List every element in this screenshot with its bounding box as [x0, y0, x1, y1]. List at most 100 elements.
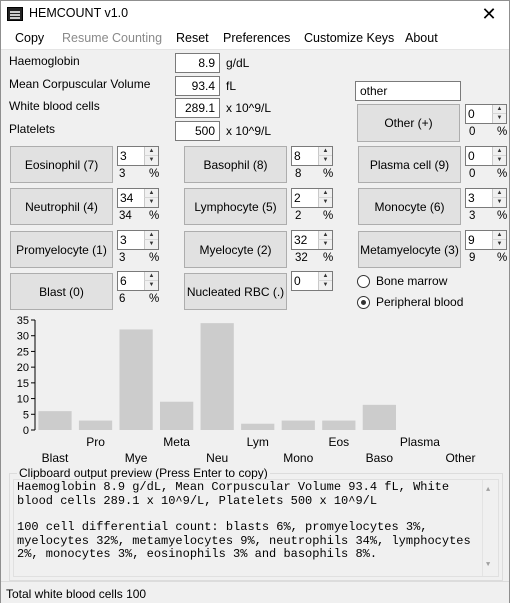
spinner-up-icon[interactable]: ▲ — [144, 272, 158, 281]
nucleated-rbc-spinner[interactable]: 0 ▲ ▼ — [291, 271, 333, 291]
spinner-down-icon[interactable]: ▼ — [144, 198, 158, 207]
bar-mye — [119, 329, 153, 430]
spinner-down-icon[interactable]: ▼ — [318, 156, 332, 165]
nucleated-rbc-button[interactable]: Nucleated RBC (.) — [184, 273, 287, 310]
x-tick-label-lym: Lym — [247, 435, 269, 449]
metamyelocyte-spinner[interactable]: 9 ▲ ▼ — [465, 230, 507, 250]
myelocyte-button[interactable]: Myelocyte (2) — [184, 231, 287, 268]
lymphocyte-spinner[interactable]: 2 ▲ ▼ — [291, 188, 333, 208]
spinner-up-icon[interactable]: ▲ — [492, 147, 506, 156]
spinner-up-icon[interactable]: ▲ — [492, 231, 506, 240]
spinner-up-icon[interactable]: ▲ — [492, 189, 506, 198]
spinner-down-icon[interactable]: ▼ — [492, 114, 506, 123]
monocyte-button[interactable]: Monocyte (6) — [358, 188, 461, 225]
myelocyte-count: 32 — [294, 233, 308, 247]
promyelocyte-percent: 3 — [119, 252, 126, 264]
spinner-down-icon[interactable]: ▼ — [144, 281, 158, 290]
basophil-count: 8 — [294, 149, 301, 163]
platelets-input[interactable]: 500 — [175, 121, 220, 141]
menu-about[interactable]: About — [405, 31, 438, 45]
bone-marrow-option[interactable]: Bone marrow — [357, 274, 447, 288]
metamyelocyte-button[interactable]: Metamyelocyte (3) — [358, 231, 461, 268]
mcv-input[interactable]: 93.4 — [175, 76, 220, 96]
other-name-input[interactable]: other — [355, 81, 461, 101]
plasma-cell-button[interactable]: Plasma cell (9) — [358, 146, 461, 183]
promyelocyte-count: 3 — [120, 233, 127, 247]
menu-customize-keys[interactable]: Customize Keys — [304, 31, 395, 45]
spinner-down-icon[interactable]: ▼ — [144, 156, 158, 165]
spinner-up-icon[interactable]: ▲ — [144, 189, 158, 198]
basophil-button[interactable]: Basophil (8) — [184, 146, 287, 183]
wbc-input[interactable]: 289.1 — [175, 98, 220, 118]
monocyte-spinner[interactable]: 3 ▲ ▼ — [465, 188, 507, 208]
menu-reset[interactable]: Reset — [176, 31, 209, 45]
myelocyte-percent: 32 — [295, 252, 308, 264]
x-tick-label-other: Other — [445, 451, 475, 464]
y-tick-label: 35 — [17, 315, 29, 327]
y-tick-label: 15 — [17, 378, 29, 390]
mcv-unit: fL — [226, 79, 237, 93]
myelocyte-spinner[interactable]: 32 ▲ ▼ — [291, 230, 333, 250]
peripheral-blood-option[interactable]: Peripheral blood — [357, 295, 463, 309]
other-count-spinner[interactable]: 0 ▲ ▼ — [465, 104, 507, 124]
spinner-up-icon[interactable]: ▲ — [492, 105, 506, 114]
x-tick-label-neu: Neu — [206, 451, 228, 464]
clipboard-line-1: Haemoglobin 8.9 g/dL, Mean Corpuscular V… — [17, 480, 457, 508]
spinner-down-icon[interactable]: ▼ — [318, 240, 332, 249]
spinner-up-icon[interactable]: ▲ — [144, 231, 158, 240]
percent-sign: % — [149, 168, 160, 180]
haemoglobin-label: Haemoglobin — [9, 54, 80, 68]
bar-blast — [38, 411, 72, 430]
menu-copy[interactable]: Copy — [15, 31, 45, 45]
percent-sign: % — [497, 168, 508, 180]
metamyelocyte-percent: 9 — [469, 252, 476, 264]
spinner-up-icon[interactable]: ▲ — [144, 147, 158, 156]
x-tick-label-pro: Pro — [86, 435, 105, 449]
haemoglobin-input[interactable]: 8.9 — [175, 53, 220, 73]
spinner-up-icon[interactable]: ▲ — [318, 231, 332, 240]
percent-sign: % — [323, 252, 334, 264]
spinner-down-icon[interactable]: ▼ — [492, 240, 506, 249]
menu-preferences[interactable]: Preferences — [223, 31, 291, 45]
blast-count: 6 — [120, 274, 127, 288]
monocyte-count: 3 — [468, 191, 475, 205]
vertical-scrollbar[interactable]: ▲ ▼ — [482, 480, 498, 576]
eosinophil-spinner[interactable]: 3 ▲ ▼ — [117, 146, 159, 166]
spinner-up-icon[interactable]: ▲ — [318, 147, 332, 156]
close-icon[interactable]: ✕ — [481, 4, 497, 24]
neutrophil-spinner[interactable]: 34 ▲ ▼ — [117, 188, 159, 208]
scroll-up-icon[interactable]: ▲ — [486, 486, 491, 494]
spinner-up-icon[interactable]: ▲ — [318, 272, 332, 281]
spinner-down-icon[interactable]: ▼ — [318, 281, 332, 290]
neutrophil-button[interactable]: Neutrophil (4) — [10, 188, 113, 225]
percent-sign: % — [497, 210, 508, 222]
peripheral-blood-radio[interactable] — [357, 295, 370, 309]
percent-sign: % — [149, 252, 160, 264]
basophil-spinner[interactable]: 8 ▲ ▼ — [291, 146, 333, 166]
platelets-unit: x 10^9/L — [226, 124, 271, 138]
percent-sign: % — [497, 252, 508, 264]
spinner-up-icon[interactable]: ▲ — [318, 189, 332, 198]
spinner-down-icon[interactable]: ▼ — [318, 198, 332, 207]
spinner-down-icon[interactable]: ▼ — [492, 156, 506, 165]
menu-resume-counting[interactable]: Resume Counting — [62, 31, 163, 45]
promyelocyte-button[interactable]: Promyelocyte (1) — [10, 231, 113, 268]
haemoglobin-unit: g/dL — [226, 56, 250, 70]
scroll-down-icon[interactable]: ▼ — [486, 560, 491, 569]
blast-button[interactable]: Blast (0) — [10, 273, 113, 310]
blast-spinner[interactable]: 6 ▲ ▼ — [117, 271, 159, 291]
wbc-unit: x 10^9/L — [226, 101, 271, 115]
clipboard-preview[interactable]: Haemoglobin 8.9 g/dL, Mean Corpuscular V… — [13, 479, 499, 577]
bar-pro — [78, 420, 113, 430]
eosinophil-button[interactable]: Eosinophil (7) — [10, 146, 113, 183]
percent-sign: % — [323, 168, 334, 180]
other-button[interactable]: Other (+) — [357, 104, 460, 142]
metamyelocyte-count: 9 — [468, 233, 475, 247]
spinner-down-icon[interactable]: ▼ — [492, 198, 506, 207]
spinner-down-icon[interactable]: ▼ — [144, 240, 158, 249]
promyelocyte-spinner[interactable]: 3 ▲ ▼ — [117, 230, 159, 250]
plasma-cell-spinner[interactable]: 0 ▲ ▼ — [465, 146, 507, 166]
total-wbc-status: Total white blood cells 100 — [6, 587, 147, 601]
bone-marrow-radio[interactable] — [357, 274, 370, 288]
lymphocyte-button[interactable]: Lymphocyte (5) — [184, 188, 287, 225]
